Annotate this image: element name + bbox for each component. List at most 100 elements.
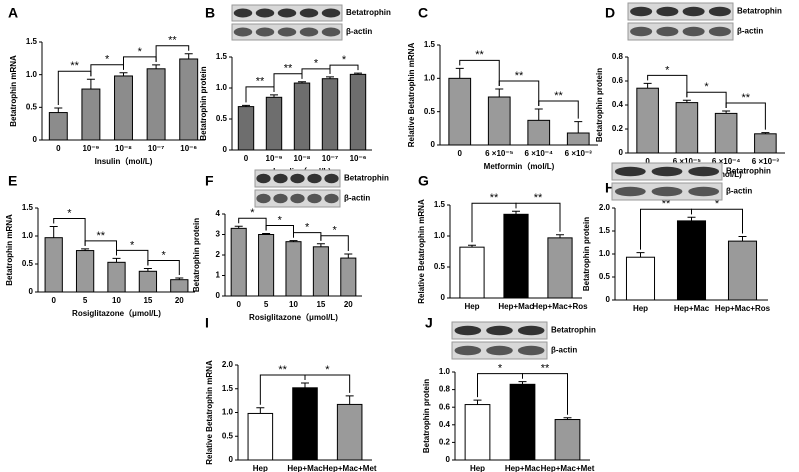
blot-band (688, 166, 720, 177)
error-bar (512, 210, 520, 215)
error-bar (534, 108, 543, 121)
panel: I 0 0.5 1.0 1.5 2.0 Relative Betatrophin mRNA H… (205, 315, 377, 472)
significance-label: ** (554, 90, 563, 102)
error-bar (54, 107, 63, 113)
significance-bracket (301, 68, 331, 79)
significance-label: ** (284, 63, 293, 75)
y-tick-label: 2.0 (222, 360, 234, 369)
x-tick-label: Hep (464, 302, 479, 311)
y-tick-label: 1.5 (424, 40, 436, 49)
bar (566, 132, 590, 146)
y-tick-label: 1.0 (222, 408, 234, 417)
blot-band (454, 345, 482, 356)
significance-label: ** (534, 192, 543, 204)
significance-bracket (293, 232, 322, 241)
error-bar (49, 225, 58, 238)
significance-label: * (332, 225, 337, 237)
blot-band (682, 26, 705, 37)
blot-label: Betatrophin (344, 174, 389, 183)
significance-label: * (342, 54, 347, 66)
y-tick-label: 1.5 (22, 203, 34, 212)
error-bar (262, 232, 271, 235)
error-bar (175, 277, 184, 280)
y-axis-label: Betatrophin protein (422, 379, 431, 453)
y-tick-label: 1 (216, 271, 221, 280)
bar (554, 419, 581, 461)
error-bar (234, 225, 243, 229)
x-tick-label: Hep+Mac+Met (541, 464, 595, 472)
bar (138, 270, 158, 293)
x-tick-label: 0 (56, 144, 61, 153)
significance-label: ** (278, 364, 287, 376)
blot-band (277, 8, 297, 18)
y-tick-label: 0.5 (216, 114, 228, 123)
bar (230, 227, 247, 297)
panel-label: D (605, 5, 615, 21)
panel: C 0 0.5 1.0 1.5 Relative Betatrophin mRNA 0 6 ×… (407, 5, 598, 171)
error-bar (119, 72, 128, 76)
x-tick-label: 6 ×10⁻⁵ (485, 149, 513, 158)
blot-band (454, 325, 482, 336)
y-tick-label: 0.5 (424, 107, 436, 116)
y-tick-label: 0.5 (22, 259, 34, 268)
error-bar (242, 104, 250, 107)
panel-label: J (425, 315, 433, 331)
significance-bracket (53, 217, 86, 246)
error-bar (152, 64, 161, 69)
y-tick-label: 0.4 (439, 420, 451, 429)
significance-bracket (155, 45, 190, 62)
blot-strip (627, 2, 734, 21)
error-bar (473, 399, 482, 405)
error-bar (289, 240, 298, 242)
y-tick-label: 0.6 (439, 402, 451, 411)
blot-band (682, 6, 705, 17)
x-axis-label: Insulin（mol/L) (95, 156, 153, 166)
panel: B 0 0.5 1.0 1.5 Betatrophin protein 0 10⁻⁹ 10⁻⁸ 1… (199, 4, 391, 176)
x-tick-label: 10⁻⁶ (350, 154, 367, 163)
bar (459, 246, 485, 299)
error-bar (518, 381, 527, 385)
x-axis-label: Metformin（mol/L) (484, 161, 555, 171)
blot-band (307, 193, 322, 204)
x-tick-label: 0 (51, 296, 56, 305)
blot-band (290, 193, 305, 204)
significance-label: * (305, 222, 310, 234)
error-bar (256, 407, 265, 414)
blot-band (255, 8, 275, 18)
x-tick-label: Hep (633, 304, 648, 313)
significance-bracket (498, 80, 540, 106)
x-tick-label: Hep (470, 464, 485, 472)
y-tick-label: 1.0 (424, 73, 436, 82)
x-tick-label: Hep+Mac (498, 302, 534, 311)
bar (727, 240, 758, 301)
x-tick-label: Hep+Mac+Ros (715, 304, 771, 313)
bar (547, 237, 573, 299)
error-bar (143, 267, 152, 272)
x-tick-label: 20 (175, 296, 184, 305)
bar (336, 403, 363, 461)
blot-band (630, 26, 653, 37)
y-tick-label: 0.5 (26, 102, 38, 111)
x-tick-label: 6 ×10⁻⁴ (712, 157, 740, 166)
panel: A 0 0.5 1.0 1.5 Betatrophin mRNA 0 10⁻⁹ 10⁻⁸ 10⁻⁷… (8, 5, 205, 166)
blot-band (614, 166, 646, 177)
error-bar (316, 243, 325, 247)
significance-bracket (686, 91, 727, 108)
x-tick-label: 10⁻⁸ (115, 144, 132, 153)
panel-label: I (205, 315, 209, 331)
bar (464, 404, 491, 461)
significance-label: * (278, 214, 283, 226)
x-tick-label: 10⁻⁷ (148, 144, 164, 153)
bar (170, 279, 189, 293)
y-tick-label: 0 (216, 291, 221, 300)
blot-band (307, 173, 322, 184)
x-tick-label: 10 (112, 296, 121, 305)
x-tick-label: Hep+Mac (674, 304, 710, 313)
x-tick-label: Hep (253, 464, 268, 472)
panel: E 0 0.5 1.0 1.5 Betatrophin mRNA 0 5 10 15 20 Rosig… (5, 173, 195, 318)
significance-label: * (161, 249, 166, 261)
significance-label: * (665, 64, 670, 76)
x-tick-label: 6 ×10⁻⁴ (525, 149, 553, 158)
blot-label: β-actin (726, 187, 752, 196)
significance-bracket (329, 64, 359, 74)
